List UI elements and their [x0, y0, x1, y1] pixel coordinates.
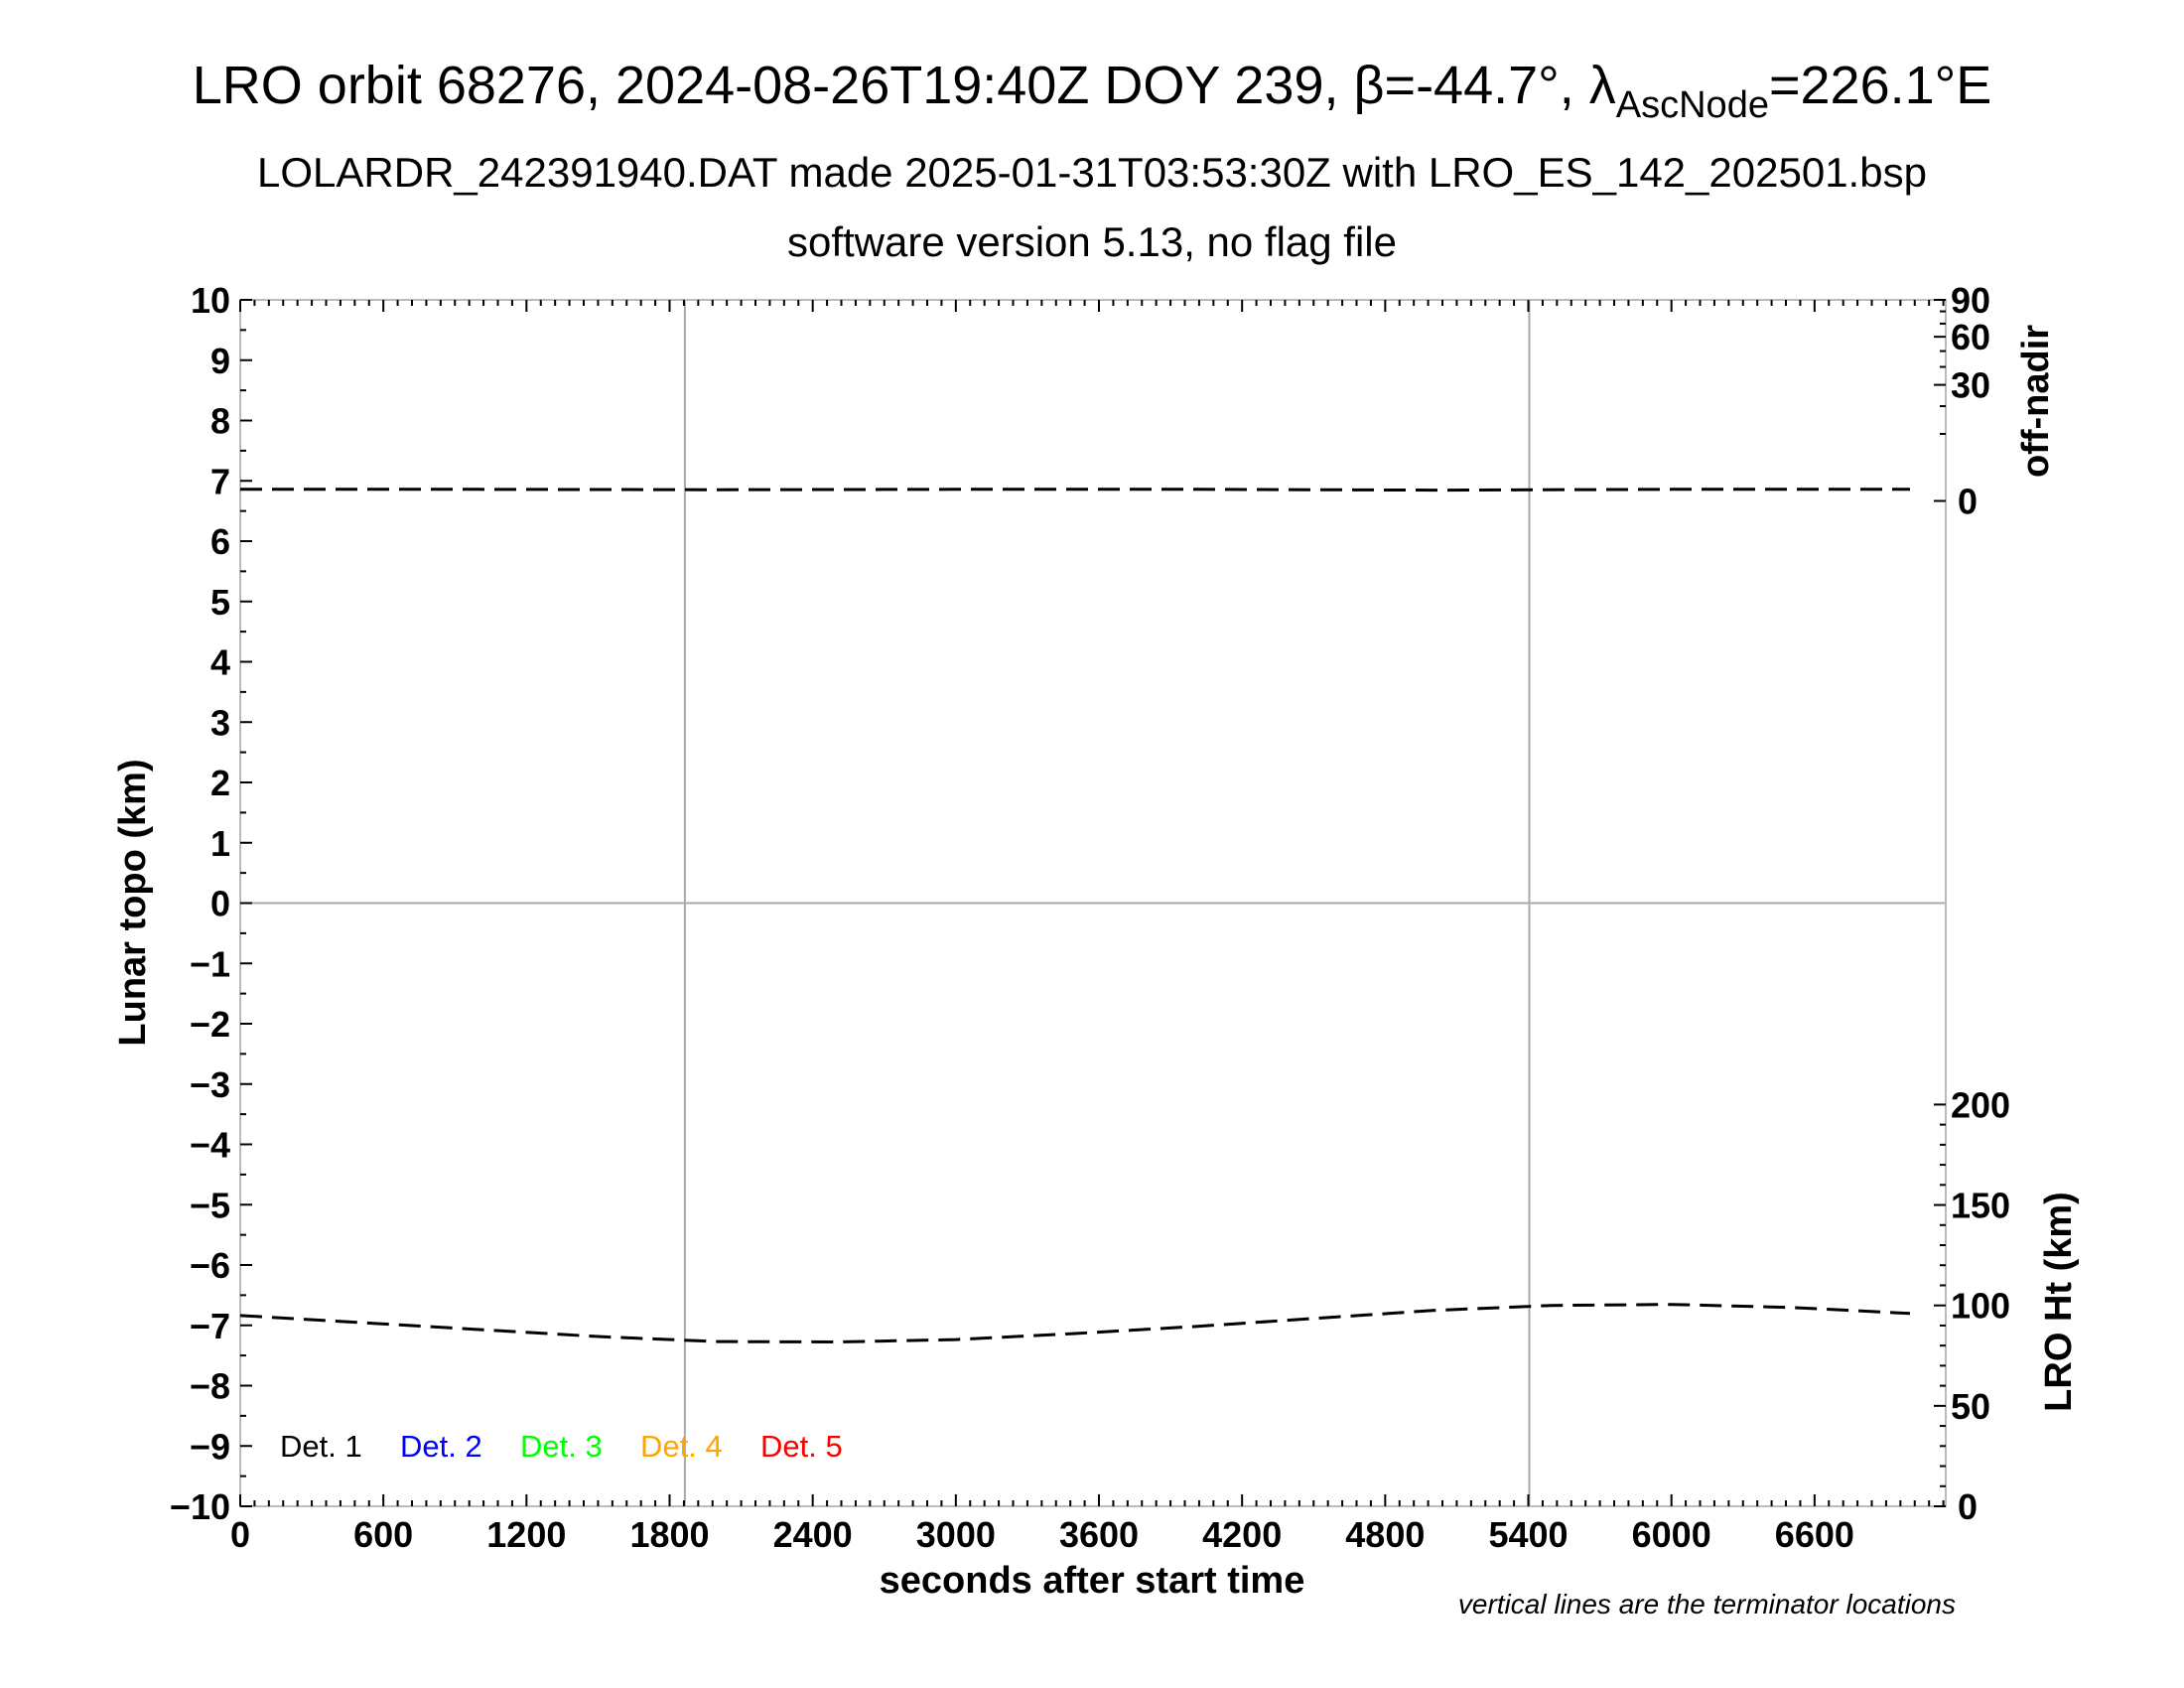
offnadir-tick-label: 60 — [1951, 317, 1990, 357]
chart-title: LRO orbit 68276, 2024-08-26T19:40Z DOY 2… — [193, 56, 1992, 126]
legend-item: Det. 4 — [640, 1429, 723, 1464]
legend-item: Det. 1 — [280, 1429, 362, 1464]
x-tick-label: 6600 — [1775, 1514, 1854, 1555]
x-tick-label: 0 — [230, 1514, 250, 1555]
x-tick-label: 4200 — [1202, 1514, 1282, 1555]
y-tick-label: 10 — [191, 280, 230, 321]
x-tick-label: 1800 — [629, 1514, 709, 1555]
y-axis-label: Lunar topo (km) — [112, 759, 154, 1046]
height-tick-label: 0 — [1958, 1486, 1978, 1527]
height-tick-label: 150 — [1951, 1186, 2010, 1226]
y-tick-label: 6 — [210, 521, 230, 562]
lro-height-line — [239, 1303, 1911, 1344]
legend: Det. 1 Det. 2 Det. 3 Det. 4 Det. 5 — [280, 1429, 843, 1464]
y2-top-axis-label: off-nadir — [2015, 325, 2057, 478]
x-tick-label: 3600 — [1059, 1514, 1139, 1555]
terminator-note: vertical lines are the terminator locati… — [1458, 1589, 1956, 1619]
legend-item: Det. 3 — [520, 1429, 603, 1464]
x-tick-label: 1200 — [486, 1514, 566, 1555]
offnadir-tick-label: 90 — [1951, 280, 1990, 321]
y-tick-label: −9 — [190, 1426, 230, 1467]
y-tick-label: 8 — [210, 401, 230, 442]
y-tick-label: 5 — [210, 582, 230, 623]
y-tick-label: 1 — [210, 823, 230, 864]
y-tick-label: −8 — [190, 1366, 230, 1407]
x-tick-label: 600 — [353, 1514, 413, 1555]
chart-subtitle-2: software version 5.13, no flag file — [787, 218, 1397, 265]
x-tick-label: 4800 — [1345, 1514, 1425, 1555]
y-tick-label: −2 — [190, 1004, 230, 1045]
y-tick-label: −1 — [190, 943, 230, 984]
x-tick-label: 6000 — [1632, 1514, 1711, 1555]
x-tick-label: 2400 — [773, 1514, 853, 1555]
y-tick-label: 0 — [210, 884, 230, 924]
y-tick-label: 3 — [210, 702, 230, 743]
x-tick-label: 5400 — [1488, 1514, 1568, 1555]
y-tick-label: 4 — [210, 642, 230, 683]
offnadir-tick-label: 0 — [1958, 482, 1978, 522]
x-tick-label: 3000 — [916, 1514, 996, 1555]
height-tick-label: 200 — [1951, 1084, 2010, 1125]
y-tick-label: −6 — [190, 1245, 230, 1286]
legend-item: Det. 2 — [400, 1429, 482, 1464]
y2-bottom-axis-label: LRO Ht (km) — [2038, 1192, 2080, 1412]
y-tick-label: −10 — [170, 1486, 230, 1527]
y-tick-label: −3 — [190, 1064, 230, 1105]
y-tick-label: −7 — [190, 1306, 230, 1346]
offnadir-line — [240, 488, 1910, 492]
y-tick-label: 2 — [210, 763, 230, 803]
y-tick-label: −4 — [190, 1125, 230, 1166]
chart-subtitle: LOLARDR_242391940.DAT made 2025-01-31T03… — [257, 149, 1927, 196]
legend-item: Det. 5 — [760, 1429, 843, 1464]
height-tick-label: 100 — [1951, 1286, 2010, 1327]
offnadir-tick-label: 30 — [1951, 365, 1990, 406]
height-tick-label: 50 — [1951, 1386, 1990, 1427]
y-tick-label: 9 — [210, 341, 230, 381]
y-tick-label: −5 — [190, 1185, 230, 1225]
y-tick-label: 7 — [210, 461, 230, 501]
x-axis-label: seconds after start time — [880, 1560, 1305, 1602]
